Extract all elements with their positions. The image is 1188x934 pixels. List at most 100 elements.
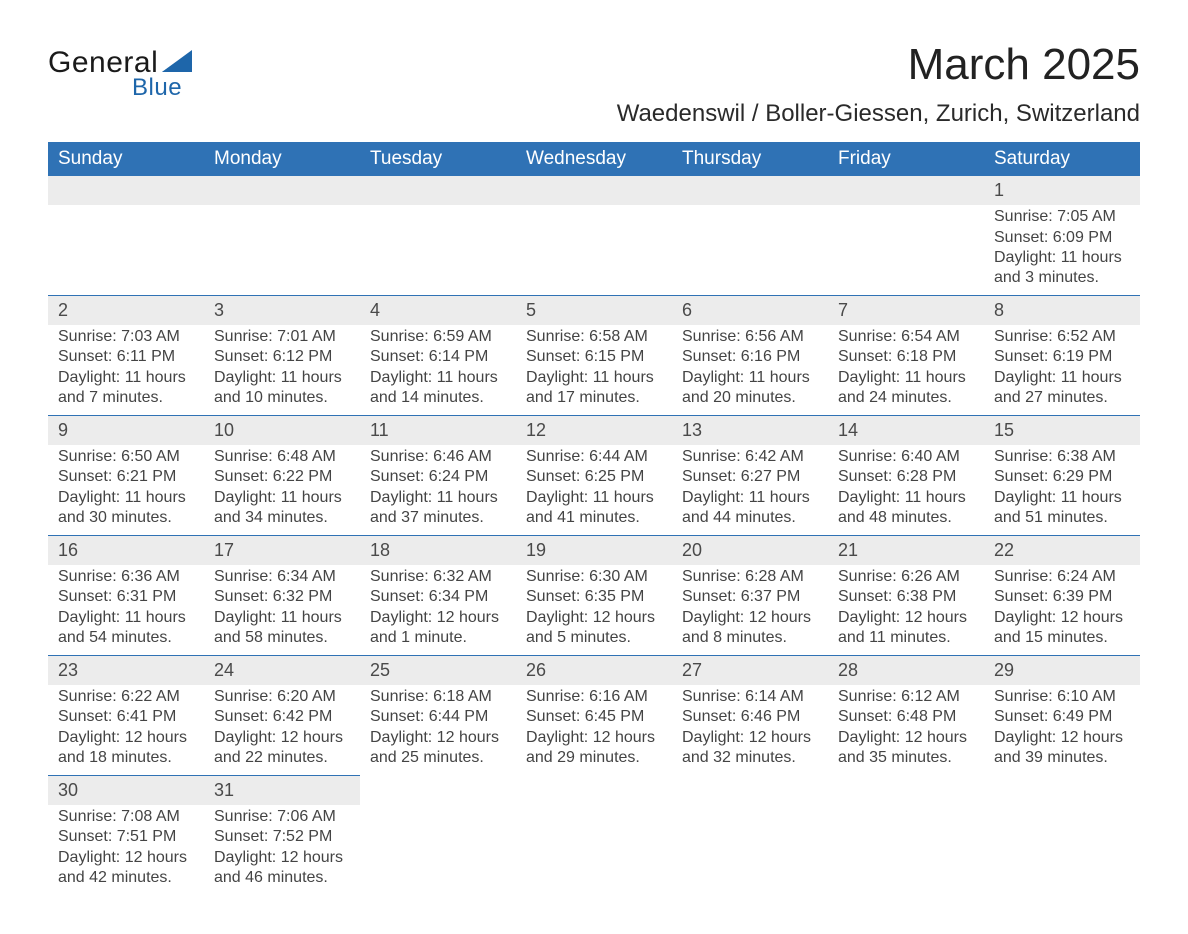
sunset-text: Sunset: 6:22 PM [214,467,350,487]
day-detail-cell: Sunrise: 7:03 AMSunset: 6:11 PMDaylight:… [48,325,204,415]
daynum-row: 2345678 [48,295,1140,325]
logo: General Blue [48,40,192,102]
day-detail-cell: Sunrise: 7:08 AMSunset: 7:51 PMDaylight:… [48,805,204,895]
sunrise-text: Sunrise: 6:52 AM [994,327,1130,347]
sunrise-text: Sunrise: 6:32 AM [370,567,506,587]
day-detail-cell [360,205,516,295]
day-detail-cell: Sunrise: 6:20 AMSunset: 6:42 PMDaylight:… [204,685,360,775]
day-number-cell [672,176,828,205]
daylight-text: Daylight: 12 hours and 42 minutes. [58,848,194,889]
sunset-text: Sunset: 6:32 PM [214,587,350,607]
day-detail-cell: Sunrise: 6:22 AMSunset: 6:41 PMDaylight:… [48,685,204,775]
sunrise-text: Sunrise: 6:50 AM [58,447,194,467]
sunrise-text: Sunrise: 7:05 AM [994,207,1130,227]
day-number-cell: 26 [516,655,672,685]
day-detail-cell [672,805,828,895]
sunset-text: Sunset: 6:41 PM [58,707,194,727]
day-number-cell: 19 [516,535,672,565]
day-detail-cell: Sunrise: 6:50 AMSunset: 6:21 PMDaylight:… [48,445,204,535]
day-number-cell [828,775,984,805]
day-detail-cell [48,205,204,295]
day-number-cell [984,775,1140,805]
sunset-text: Sunset: 6:35 PM [526,587,662,607]
daylight-text: Daylight: 12 hours and 11 minutes. [838,608,974,649]
sunrise-text: Sunrise: 7:03 AM [58,327,194,347]
day-number-cell: 6 [672,295,828,325]
day-number-cell: 3 [204,295,360,325]
daynum-row: 1 [48,176,1140,205]
weekday-header: Tuesday [360,142,516,176]
sunrise-text: Sunrise: 6:22 AM [58,687,194,707]
day-number-cell: 15 [984,415,1140,445]
sunset-text: Sunset: 6:39 PM [994,587,1130,607]
day-number-cell: 12 [516,415,672,445]
day-detail-cell [828,205,984,295]
sunset-text: Sunset: 6:24 PM [370,467,506,487]
daylight-text: Daylight: 11 hours and 17 minutes. [526,368,662,409]
daylight-text: Daylight: 12 hours and 32 minutes. [682,728,818,769]
daylight-text: Daylight: 11 hours and 41 minutes. [526,488,662,529]
day-detail-cell: Sunrise: 6:28 AMSunset: 6:37 PMDaylight:… [672,565,828,655]
sunset-text: Sunset: 6:11 PM [58,347,194,367]
daylight-text: Daylight: 11 hours and 3 minutes. [994,248,1130,289]
day-detail-cell: Sunrise: 7:01 AMSunset: 6:12 PMDaylight:… [204,325,360,415]
day-detail-cell: Sunrise: 6:14 AMSunset: 6:46 PMDaylight:… [672,685,828,775]
day-number-cell: 14 [828,415,984,445]
sunset-text: Sunset: 6:29 PM [994,467,1130,487]
sunrise-text: Sunrise: 6:46 AM [370,447,506,467]
sunset-text: Sunset: 6:45 PM [526,707,662,727]
day-detail-cell: Sunrise: 6:54 AMSunset: 6:18 PMDaylight:… [828,325,984,415]
sunset-text: Sunset: 6:37 PM [682,587,818,607]
day-number-cell: 24 [204,655,360,685]
day-detail-cell: Sunrise: 6:32 AMSunset: 6:34 PMDaylight:… [360,565,516,655]
sunrise-text: Sunrise: 6:28 AM [682,567,818,587]
day-detail-cell: Sunrise: 6:42 AMSunset: 6:27 PMDaylight:… [672,445,828,535]
daynum-row: 9101112131415 [48,415,1140,445]
day-number-cell: 29 [984,655,1140,685]
detail-row: Sunrise: 6:50 AMSunset: 6:21 PM Daylight:… [48,445,1140,535]
sunrise-text: Sunrise: 6:44 AM [526,447,662,467]
weekday-header: Wednesday [516,142,672,176]
sunset-text: Sunset: 6:46 PM [682,707,818,727]
day-detail-cell: Sunrise: 6:56 AMSunset: 6:16 PMDaylight:… [672,325,828,415]
day-detail-cell: Sunrise: 6:48 AMSunset: 6:22 PMDaylight:… [204,445,360,535]
daylight-text: Daylight: 11 hours and 10 minutes. [214,368,350,409]
daylight-text: Daylight: 11 hours and 51 minutes. [994,488,1130,529]
daylight-text: Daylight: 12 hours and 46 minutes. [214,848,350,889]
daylight-text: Daylight: 11 hours and 20 minutes. [682,368,818,409]
sunrise-text: Sunrise: 6:16 AM [526,687,662,707]
page-header: General Blue March 2025 Waedenswil / Bol… [48,40,1140,136]
sunset-text: Sunset: 6:09 PM [994,228,1130,248]
day-detail-cell [360,805,516,895]
day-number-cell [48,176,204,205]
day-detail-cell [828,805,984,895]
weekday-header-row: Sunday Monday Tuesday Wednesday Thursday… [48,142,1140,176]
sunrise-text: Sunrise: 6:54 AM [838,327,974,347]
day-detail-cell: Sunrise: 6:18 AMSunset: 6:44 PMDaylight:… [360,685,516,775]
day-detail-cell: Sunrise: 6:38 AMSunset: 6:29 PMDaylight:… [984,445,1140,535]
sunrise-text: Sunrise: 6:18 AM [370,687,506,707]
sunset-text: Sunset: 6:21 PM [58,467,194,487]
sunset-text: Sunset: 6:19 PM [994,347,1130,367]
day-detail-cell: Sunrise: 6:10 AMSunset: 6:49 PMDaylight:… [984,685,1140,775]
daylight-text: Daylight: 12 hours and 39 minutes. [994,728,1130,769]
day-number-cell: 11 [360,415,516,445]
day-number-cell: 1 [984,176,1140,205]
daylight-text: Daylight: 12 hours and 5 minutes. [526,608,662,649]
daynum-row: 16171819202122 [48,535,1140,565]
sunrise-text: Sunrise: 6:38 AM [994,447,1130,467]
day-number-cell [672,775,828,805]
sunrise-text: Sunrise: 6:34 AM [214,567,350,587]
day-number-cell [360,176,516,205]
sunrise-text: Sunrise: 6:59 AM [370,327,506,347]
day-number-cell: 4 [360,295,516,325]
sunset-text: Sunset: 6:27 PM [682,467,818,487]
daylight-text: Daylight: 11 hours and 7 minutes. [58,368,194,409]
day-detail-cell: Sunrise: 6:36 AMSunset: 6:31 PMDaylight:… [48,565,204,655]
daylight-text: Daylight: 11 hours and 54 minutes. [58,608,194,649]
day-number-cell [204,176,360,205]
day-number-cell: 21 [828,535,984,565]
day-detail-cell: Sunrise: 6:12 AMSunset: 6:48 PMDaylight:… [828,685,984,775]
sunrise-text: Sunrise: 6:26 AM [838,567,974,587]
sunset-text: Sunset: 6:16 PM [682,347,818,367]
